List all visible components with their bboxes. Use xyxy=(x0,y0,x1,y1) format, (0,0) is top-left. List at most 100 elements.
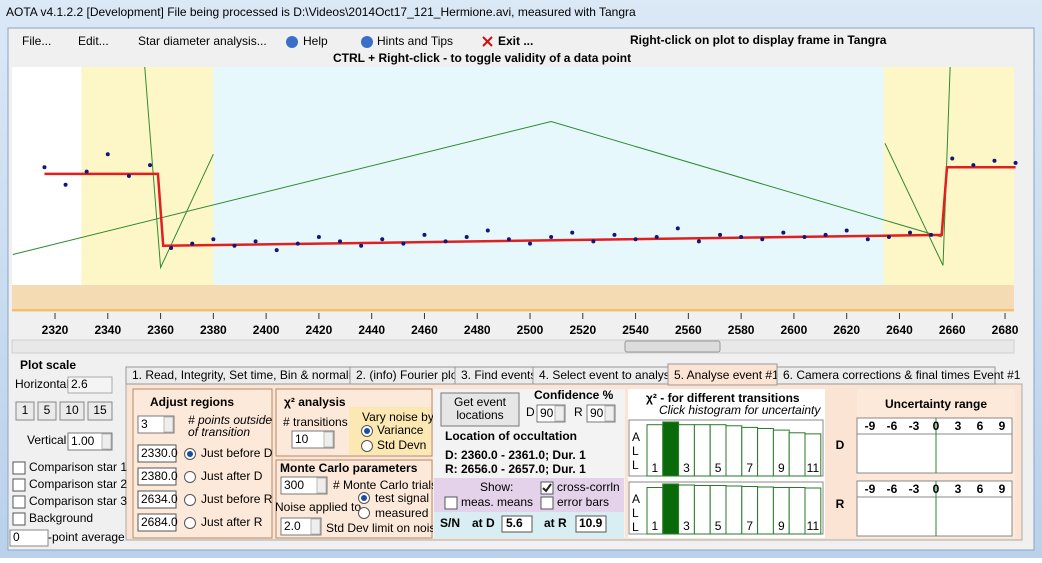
data-point[interactable] xyxy=(105,152,110,157)
menu-item[interactable]: Edit... xyxy=(78,34,109,48)
data-point[interactable] xyxy=(295,241,300,246)
checkbox-label[interactable]: Comparison star 1 xyxy=(29,460,127,474)
radio[interactable] xyxy=(361,440,373,452)
histogram-bar[interactable] xyxy=(788,432,806,477)
tab-label[interactable]: 5. Analyse event #1 xyxy=(674,368,779,382)
data-point[interactable] xyxy=(908,230,913,235)
data-point[interactable] xyxy=(950,156,955,161)
histogram-bar[interactable] xyxy=(662,421,680,477)
checkbox-label[interactable]: meas. means xyxy=(461,495,533,509)
data-point[interactable] xyxy=(549,235,554,240)
menu-item[interactable]: Star diameter analysis... xyxy=(138,34,267,48)
data-point[interactable] xyxy=(338,239,343,244)
histogram-bar[interactable] xyxy=(693,424,711,477)
data-point[interactable] xyxy=(865,237,870,242)
data-point[interactable] xyxy=(971,163,976,168)
data-point[interactable] xyxy=(464,235,469,240)
data-point[interactable] xyxy=(232,243,237,248)
histogram-bar[interactable] xyxy=(804,487,822,535)
region-value[interactable]: 2634.0 xyxy=(141,492,178,506)
spin-value[interactable]: 2.0 xyxy=(284,519,301,533)
data-point[interactable] xyxy=(190,241,195,246)
checkbox-label[interactable]: cross-corrln xyxy=(557,480,620,494)
data-point[interactable] xyxy=(443,239,448,244)
data-point[interactable] xyxy=(739,235,744,240)
data-point[interactable] xyxy=(886,235,891,240)
data-point[interactable] xyxy=(401,241,406,246)
checkbox-label[interactable]: Comparison star 3 xyxy=(29,494,127,508)
menu-item[interactable]: Help xyxy=(303,34,328,48)
histogram-bar[interactable] xyxy=(788,487,806,535)
button-label[interactable]: 5 xyxy=(44,403,51,417)
menu-item[interactable]: File... xyxy=(22,34,51,48)
data-point[interactable] xyxy=(42,165,47,170)
histogram-bar[interactable] xyxy=(693,485,711,535)
tab-label[interactable]: 2. (info) Fourier plot xyxy=(356,368,461,382)
checkbox-label[interactable]: error bars xyxy=(557,495,609,509)
histogram-bar[interactable] xyxy=(804,433,822,477)
radio-label[interactable]: Just after R xyxy=(201,515,263,529)
radio[interactable] xyxy=(184,494,196,506)
dropdown-value[interactable]: 0 xyxy=(13,530,20,544)
data-point[interactable] xyxy=(380,237,385,242)
checkbox-label[interactable]: Background xyxy=(29,511,93,525)
spin-value[interactable]: 1.00 xyxy=(71,434,95,448)
spin-value[interactable]: 3 xyxy=(141,417,148,431)
radio-label[interactable]: measured xyxy=(375,506,428,520)
histogram-bar[interactable] xyxy=(757,427,774,477)
data-point[interactable] xyxy=(675,226,680,231)
button-label[interactable]: locations xyxy=(456,408,503,422)
data-point[interactable] xyxy=(591,239,596,244)
scroll-thumb[interactable] xyxy=(624,340,721,353)
data-point[interactable] xyxy=(612,232,617,237)
data-point[interactable] xyxy=(781,230,786,235)
data-point[interactable] xyxy=(528,241,533,246)
data-point[interactable] xyxy=(844,228,849,233)
menu-item[interactable]: Hints and Tips xyxy=(377,34,453,48)
menu-item[interactable]: Exit ... xyxy=(498,34,533,48)
radio[interactable] xyxy=(358,507,370,519)
data-point[interactable] xyxy=(654,235,659,240)
radio-label[interactable]: Just before D xyxy=(201,446,273,460)
spin-value[interactable]: 90 xyxy=(540,406,554,420)
data-point[interactable] xyxy=(823,232,828,237)
data-point[interactable] xyxy=(211,237,216,242)
data-point[interactable] xyxy=(63,182,68,187)
radio[interactable] xyxy=(184,517,196,529)
radio-label[interactable]: Just after D xyxy=(201,469,263,483)
data-point[interactable] xyxy=(633,237,638,242)
data-point[interactable] xyxy=(84,169,89,174)
spin-value[interactable]: 10 xyxy=(295,432,309,446)
button-label[interactable]: Get event xyxy=(454,395,507,409)
radio-label[interactable]: Variance xyxy=(377,423,424,437)
data-point[interactable] xyxy=(696,239,701,244)
data-point[interactable] xyxy=(929,232,934,237)
histogram-bar[interactable] xyxy=(757,486,774,535)
spin-value[interactable]: 300 xyxy=(284,478,304,492)
data-point[interactable] xyxy=(316,235,321,240)
data-point[interactable] xyxy=(992,158,997,163)
data-point[interactable] xyxy=(485,228,490,233)
tab-label[interactable]: 4. Select event to analyse xyxy=(539,368,677,382)
tab-label[interactable]: 1. Read, Integrity, Set time, Bin & norm… xyxy=(132,368,364,382)
region-value[interactable]: 2684.0 xyxy=(141,515,178,529)
data-point[interactable] xyxy=(802,235,807,240)
button-label[interactable]: 15 xyxy=(93,403,107,417)
data-point[interactable] xyxy=(253,239,258,244)
data-point[interactable] xyxy=(718,232,723,237)
button-label[interactable]: 10 xyxy=(65,403,79,417)
data-point[interactable] xyxy=(148,163,153,168)
radio-label[interactable]: Just before R xyxy=(201,492,273,506)
data-point[interactable] xyxy=(126,174,131,178)
checkbox-label[interactable]: Comparison star 2 xyxy=(29,477,127,491)
data-point[interactable] xyxy=(359,243,364,248)
radio-label[interactable]: test signal xyxy=(375,491,429,505)
histogram-bar[interactable] xyxy=(725,425,743,477)
spin-value[interactable]: 90 xyxy=(590,406,604,420)
data-point[interactable] xyxy=(274,248,279,253)
data-point[interactable] xyxy=(1013,160,1018,165)
button-label[interactable]: 1 xyxy=(22,403,29,417)
data-point[interactable] xyxy=(570,230,575,235)
scrollbar[interactable] xyxy=(11,339,1015,354)
tab-label[interactable]: 3. Find events xyxy=(461,368,536,382)
